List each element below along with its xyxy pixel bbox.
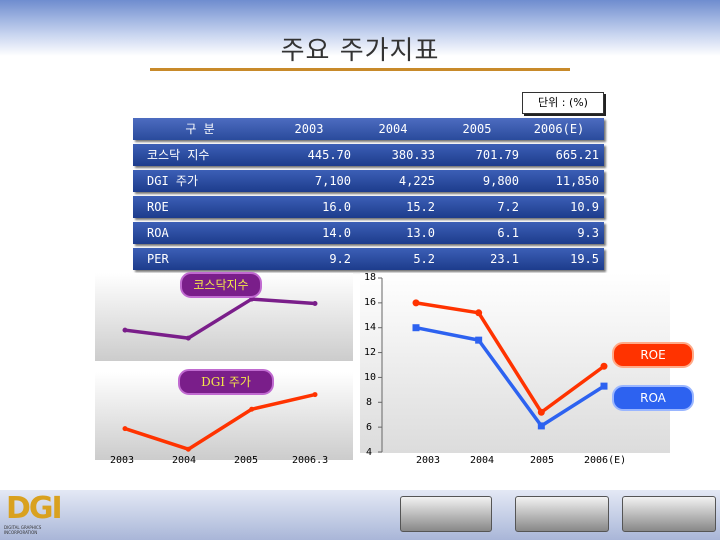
- row-label: PER: [147, 252, 169, 266]
- table-cell: 6.1: [497, 226, 519, 240]
- table-cell: 5.2: [413, 252, 435, 266]
- table-cell: 13.0: [406, 226, 435, 240]
- right-y-tick: 16: [364, 297, 377, 308]
- left-x-tick: 2005: [234, 455, 259, 466]
- data-point: [312, 301, 318, 307]
- table-header-row: 구 분 2003 2004 2005 2006(E): [133, 118, 604, 140]
- data-point: [412, 299, 420, 307]
- data-point: [475, 309, 483, 317]
- data-point: [122, 327, 128, 333]
- roa-legend-label: ROA: [612, 385, 694, 411]
- table-cell: 9.3: [577, 226, 599, 240]
- table-cell: 15.2: [406, 200, 435, 214]
- logo-subtitle: DIGITAL GRAPHICS INCORPORATION: [4, 525, 42, 535]
- header-cell: 2006(E): [533, 122, 585, 136]
- table-row-dgi: DGI 주가 7,100 4,225 9,800 11,850: [133, 170, 604, 192]
- data-point: [412, 324, 420, 332]
- title-underline: [150, 68, 570, 71]
- table-cell: 7,100: [314, 174, 351, 188]
- footer-bar: [0, 490, 720, 540]
- data-point: [600, 382, 608, 390]
- table-row-roe: ROE 16.0 15.2 7.2 10.9: [133, 196, 604, 218]
- table-cell: 19.5: [570, 252, 599, 266]
- table-row-per: PER 9.2 5.2 23.1 19.5: [133, 248, 604, 270]
- company-logo: DGI DIGITAL GRAPHICS INCORPORATION: [4, 491, 72, 535]
- top-banner: [0, 0, 720, 56]
- series-line-0: [415, 301, 606, 414]
- data-point: [475, 336, 483, 344]
- right-y-tick: 18: [364, 272, 377, 283]
- row-label: ROE: [147, 200, 169, 214]
- data-point: [312, 392, 318, 398]
- table-cell: 9,800: [482, 174, 519, 188]
- right-y-tick: 12: [364, 347, 377, 358]
- left-x-tick: 2006.3: [292, 455, 329, 466]
- data-point: [249, 406, 255, 412]
- page-title: 주요 주가지표: [280, 36, 440, 66]
- right-x-tick: 2005: [530, 455, 555, 466]
- printer-image: [622, 496, 716, 532]
- roe-legend-label: ROE: [612, 342, 694, 368]
- indicator-table: 구 분 2003 2004 2005 2006(E) 코스닥 지수 445.70…: [133, 118, 604, 274]
- unit-label: 단위 : (%): [522, 92, 604, 114]
- logo-text: DGI: [6, 491, 63, 526]
- table-cell: 16.0: [322, 200, 351, 214]
- table-cell: 10.9: [570, 200, 599, 214]
- data-point: [537, 422, 545, 430]
- table-cell: 380.33: [391, 148, 435, 162]
- row-label: ROA: [147, 226, 169, 240]
- printer-image: [515, 496, 609, 532]
- left-x-tick: 2003: [110, 455, 135, 466]
- row-label: DGI 주가: [147, 174, 198, 188]
- kospi-series-label: 코스닥지수: [180, 272, 262, 298]
- right-x-tick: 2004: [470, 455, 495, 466]
- table-cell: 11,850: [555, 174, 599, 188]
- series-line-0: [124, 297, 316, 340]
- header-cell: 2004: [378, 122, 408, 136]
- right-y-tick: 6: [366, 422, 373, 433]
- data-point: [600, 362, 608, 370]
- dgi-series-label: DGI 주가: [178, 369, 274, 395]
- right-x-tick: 2006(E): [584, 455, 627, 466]
- table-row-roa: ROA 14.0 13.0 6.1 9.3: [133, 222, 604, 244]
- header-cell: 구 분: [185, 122, 215, 136]
- data-point: [185, 446, 191, 452]
- table-cell: 445.70: [307, 148, 351, 162]
- right-y-tick: 10: [364, 372, 377, 383]
- series-line-1: [415, 325, 605, 428]
- table-cell: 665.21: [555, 148, 599, 162]
- table-cell: 4,225: [398, 174, 435, 188]
- table-row-kospi: 코스닥 지수 445.70 380.33 701.79 665.21: [133, 144, 604, 166]
- data-point: [537, 408, 545, 416]
- table-cell: 14.0: [322, 226, 351, 240]
- header-cell: 2005: [462, 122, 492, 136]
- table-cell: 9.2: [329, 252, 351, 266]
- data-point: [122, 426, 128, 432]
- left-x-tick: 2004: [172, 455, 197, 466]
- right-y-tick: 8: [366, 397, 373, 408]
- right-x-tick: 2003: [416, 455, 441, 466]
- table-cell: 23.1: [490, 252, 519, 266]
- right-y-tick: 14: [364, 322, 377, 333]
- table-cell: 7.2: [497, 200, 519, 214]
- header-cell: 2003: [294, 122, 324, 136]
- table-cell: 701.79: [475, 148, 519, 162]
- row-label: 코스닥 지수: [147, 148, 210, 162]
- series-line-0: [124, 392, 316, 451]
- printer-image: [400, 496, 492, 532]
- data-point: [185, 335, 191, 341]
- right-y-tick: 4: [366, 447, 373, 458]
